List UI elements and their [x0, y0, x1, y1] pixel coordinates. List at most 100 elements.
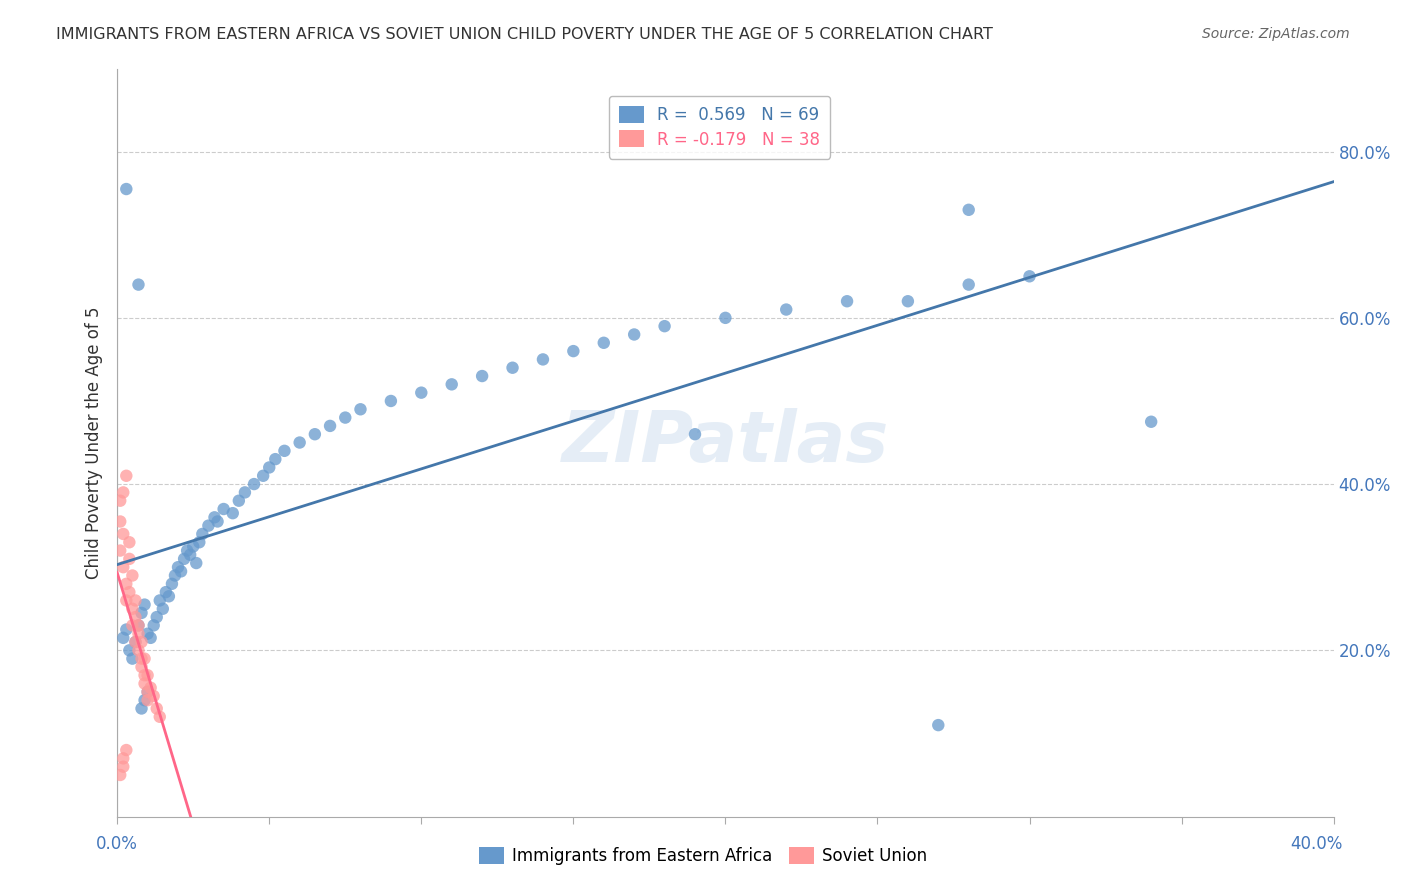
Point: [167, 560, 190, 574]
Point: [136, 626, 159, 640]
Point: [142, 618, 165, 632]
Point: [112, 485, 135, 500]
Point: [110, 543, 132, 558]
Point: [1018, 269, 1040, 284]
Point: [131, 635, 153, 649]
Point: [243, 477, 266, 491]
Point: [319, 418, 342, 433]
Point: [118, 643, 141, 657]
Point: [204, 510, 226, 524]
Point: [714, 310, 737, 325]
Point: [136, 668, 159, 682]
Point: [127, 277, 149, 292]
Point: [131, 701, 153, 715]
Point: [110, 768, 132, 782]
Point: [163, 568, 186, 582]
Point: [121, 651, 143, 665]
Point: [112, 631, 135, 645]
Point: [127, 626, 149, 640]
Point: [380, 394, 402, 409]
Point: [411, 385, 433, 400]
Point: [131, 660, 153, 674]
Point: [170, 565, 193, 579]
Point: [471, 369, 494, 384]
Text: IMMIGRANTS FROM EASTERN AFRICA VS SOVIET UNION CHILD POVERTY UNDER THE AGE OF 5 : IMMIGRANTS FROM EASTERN AFRICA VS SOVIET…: [56, 27, 993, 42]
Point: [131, 606, 153, 620]
Point: [252, 468, 274, 483]
Point: [127, 643, 149, 657]
Point: [264, 452, 287, 467]
Point: [173, 552, 195, 566]
Point: [134, 651, 156, 665]
Point: [112, 560, 135, 574]
Point: [623, 327, 645, 342]
Point: [131, 651, 153, 665]
Point: [531, 352, 554, 367]
Point: [124, 635, 146, 649]
Y-axis label: Child Poverty Under the Age of 5: Child Poverty Under the Age of 5: [86, 306, 103, 579]
Point: [1140, 415, 1163, 429]
Point: [349, 402, 371, 417]
Text: 0.0%: 0.0%: [96, 835, 138, 853]
Point: [233, 485, 256, 500]
Point: [115, 182, 138, 196]
Point: [127, 618, 149, 632]
Point: [124, 610, 146, 624]
Point: [112, 527, 135, 541]
Point: [139, 631, 162, 645]
Point: [592, 335, 614, 350]
Point: [136, 693, 159, 707]
Point: [134, 676, 156, 690]
Point: [112, 751, 135, 765]
Point: [118, 585, 141, 599]
Point: [562, 344, 585, 359]
Point: [110, 493, 132, 508]
Point: [835, 294, 858, 309]
Legend: R =  0.569   N = 69, R = -0.179   N = 38: R = 0.569 N = 69, R = -0.179 N = 38: [609, 95, 830, 159]
Point: [118, 552, 141, 566]
Point: [197, 518, 219, 533]
Point: [440, 377, 463, 392]
Point: [257, 460, 280, 475]
Point: [683, 427, 706, 442]
Point: [134, 693, 156, 707]
Text: 40.0%: 40.0%: [1291, 835, 1343, 853]
Point: [207, 515, 229, 529]
Point: [335, 410, 357, 425]
Point: [110, 515, 132, 529]
Text: Source: ZipAtlas.com: Source: ZipAtlas.com: [1202, 27, 1350, 41]
Legend: Immigrants from Eastern Africa, Soviet Union: Immigrants from Eastern Africa, Soviet U…: [468, 837, 938, 875]
Point: [927, 718, 949, 732]
Point: [181, 540, 204, 554]
Point: [179, 548, 201, 562]
Point: [136, 685, 159, 699]
Point: [124, 635, 146, 649]
Point: [957, 277, 980, 292]
Point: [957, 202, 980, 217]
Point: [121, 601, 143, 615]
Point: [115, 743, 138, 757]
Point: [188, 535, 211, 549]
Point: [145, 610, 167, 624]
Point: [139, 681, 162, 695]
Point: [124, 593, 146, 607]
Point: [149, 710, 172, 724]
Point: [121, 618, 143, 632]
Point: [212, 502, 235, 516]
Point: [112, 759, 135, 773]
Point: [127, 618, 149, 632]
Point: [142, 689, 165, 703]
Point: [288, 435, 311, 450]
Point: [155, 585, 177, 599]
Point: [121, 568, 143, 582]
Point: [502, 360, 524, 375]
Point: [134, 668, 156, 682]
Point: [897, 294, 920, 309]
Point: [115, 468, 138, 483]
Point: [115, 593, 138, 607]
Point: [134, 598, 156, 612]
Point: [136, 685, 159, 699]
Point: [176, 543, 198, 558]
Point: [160, 577, 183, 591]
Point: [157, 589, 180, 603]
